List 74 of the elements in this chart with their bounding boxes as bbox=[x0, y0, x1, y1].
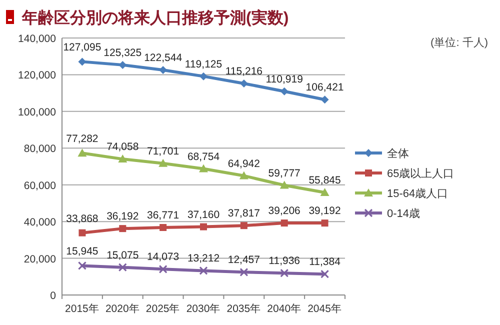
y-tick-label: 40,000 bbox=[24, 216, 56, 229]
point bbox=[280, 180, 289, 189]
data-label: 13,212 bbox=[187, 252, 220, 265]
data-label: 64,942 bbox=[228, 158, 260, 170]
data-label: 15,075 bbox=[106, 249, 139, 262]
point bbox=[199, 266, 208, 276]
point bbox=[199, 164, 208, 172]
x-tick-label: 2040年 bbox=[267, 303, 302, 315]
data-label: 74,058 bbox=[106, 141, 139, 154]
data-label: 37,160 bbox=[187, 208, 220, 221]
x-tick-label: 2030年 bbox=[186, 303, 221, 315]
point bbox=[240, 222, 248, 230]
data-label: 36,192 bbox=[106, 210, 139, 223]
x-tick-label: 2045年 bbox=[308, 303, 342, 315]
point bbox=[320, 188, 330, 196]
chart-title: 年齢区分別の将来人口推移予測(実数) bbox=[21, 8, 289, 27]
x-tick-label: 2015年 bbox=[65, 303, 100, 315]
data-label: 106,421 bbox=[306, 82, 344, 94]
data-label: 14,073 bbox=[147, 251, 180, 264]
y-tick-label: 20,000 bbox=[24, 253, 56, 266]
point bbox=[119, 225, 126, 232]
legend-label: 0-14歳 bbox=[387, 207, 420, 220]
point bbox=[118, 263, 127, 272]
y-tick-label: 100,000 bbox=[18, 106, 56, 118]
data-label: 37,817 bbox=[228, 208, 260, 220]
data-label: 11,384 bbox=[309, 256, 341, 268]
data-label: 36,771 bbox=[147, 210, 180, 222]
point bbox=[239, 171, 248, 180]
data-label: 11,936 bbox=[268, 255, 300, 268]
point bbox=[78, 148, 87, 157]
point bbox=[78, 229, 86, 236]
legend-label: 15-64歳人口 bbox=[387, 187, 448, 200]
point bbox=[240, 268, 248, 276]
point bbox=[280, 268, 289, 278]
point bbox=[321, 220, 328, 227]
y-tick-label: 80,000 bbox=[24, 143, 56, 156]
y-tick-label: 0 bbox=[50, 290, 56, 302]
x-tick-label: 2025年 bbox=[146, 303, 180, 315]
y-tick-label: 120,000 bbox=[18, 70, 56, 82]
point bbox=[280, 87, 288, 96]
point bbox=[320, 270, 330, 278]
point bbox=[118, 154, 128, 163]
data-label: 39,206 bbox=[268, 205, 301, 218]
point bbox=[280, 220, 288, 227]
data-label: 125,325 bbox=[104, 46, 142, 59]
point bbox=[320, 96, 329, 104]
y-tick-label: 140,000 bbox=[18, 33, 56, 45]
legend-label: 全体 bbox=[387, 148, 409, 160]
x-tick-label: 2020年 bbox=[105, 303, 140, 315]
data-label: 33,868 bbox=[66, 212, 98, 225]
data-label: 115,216 bbox=[225, 65, 263, 78]
data-label: 127,095 bbox=[63, 42, 102, 54]
data-label: 110,919 bbox=[266, 73, 304, 86]
data-label: 77,282 bbox=[66, 133, 98, 146]
point bbox=[118, 60, 127, 69]
point bbox=[160, 224, 167, 231]
data-label: 68,754 bbox=[187, 150, 220, 163]
data-label: 122,544 bbox=[144, 52, 182, 64]
data-label: 55,845 bbox=[308, 174, 341, 186]
data-label: 119,125 bbox=[184, 58, 222, 70]
legend-label: 65歳以上人口 bbox=[387, 167, 454, 180]
point bbox=[78, 261, 87, 270]
data-label: 15,945 bbox=[66, 246, 98, 258]
point bbox=[200, 223, 207, 230]
y-tick-label: 60,000 bbox=[24, 180, 56, 192]
point bbox=[158, 158, 168, 167]
point bbox=[158, 264, 168, 274]
data-label: 12,457 bbox=[228, 254, 260, 266]
text: (単位: 千人) bbox=[430, 36, 488, 49]
data-label: 71,701 bbox=[147, 145, 180, 158]
x-tick-label: 2035年 bbox=[226, 303, 262, 315]
point bbox=[200, 72, 208, 80]
data-label: 39,192 bbox=[308, 205, 341, 218]
data-label: 59,777 bbox=[268, 167, 301, 180]
